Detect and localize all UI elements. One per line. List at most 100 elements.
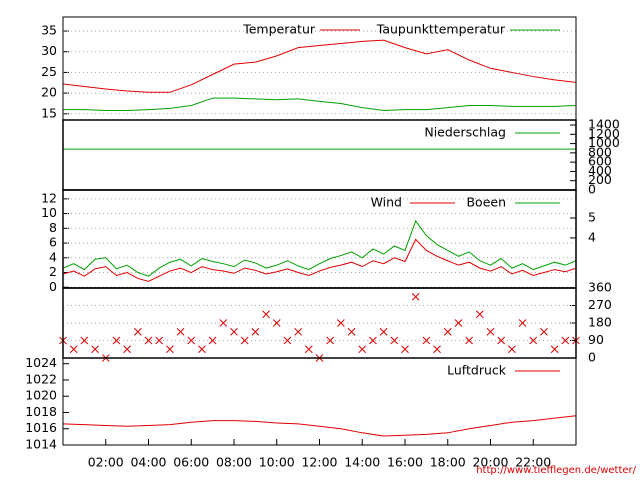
y-tick-label: 4: [49, 249, 57, 264]
y-tick-label: 0: [49, 279, 57, 294]
point-marker: [133, 327, 142, 336]
point-marker: [251, 327, 260, 336]
point-marker: [465, 336, 473, 345]
point-marker: [155, 336, 164, 345]
point-marker: [379, 327, 388, 336]
data-line: [62, 39, 577, 93]
y2-tick-label: 600: [588, 154, 612, 169]
point-marker: [80, 336, 89, 345]
point-marker: [475, 310, 484, 319]
y2-tick-label: 0: [588, 350, 596, 365]
y2-tick-label: 0: [588, 182, 596, 197]
y2-tick-label: 4: [588, 229, 596, 244]
point-marker: [337, 319, 345, 327]
y-tick-label: 1020: [25, 388, 57, 403]
legend-label: Boeen: [466, 195, 506, 210]
point-marker: [540, 327, 548, 336]
y-tick-label: 1016: [25, 420, 57, 435]
point-marker: [176, 327, 185, 336]
y2-tick-label: 360: [588, 280, 612, 295]
y-tick-label: 1022: [25, 371, 57, 386]
data-line: [62, 415, 577, 437]
point-marker: [230, 327, 238, 336]
y2-tick-label: 5: [588, 210, 596, 225]
point-marker: [411, 292, 420, 301]
x-tick-label: 12:00: [301, 455, 337, 470]
y-tick-label: 35: [41, 23, 57, 38]
point-marker: [422, 336, 431, 345]
y-tick-label: 2: [49, 264, 57, 279]
y2-tick-label: 200: [588, 172, 612, 187]
point-marker: [91, 345, 99, 354]
y-tick-label: 30: [41, 43, 57, 58]
x-tick-label: 10:00: [259, 455, 295, 470]
y-tick-label: 25: [41, 64, 57, 79]
y2-tick-label: 400: [588, 163, 612, 178]
x-tick-label: 22:00: [515, 455, 551, 470]
footer-url: http://www.tiefflegen.de/wetter/: [476, 465, 636, 476]
point-marker: [369, 336, 377, 345]
y-tick-label: 1024: [25, 355, 57, 370]
x-tick-label: 14:00: [344, 455, 380, 470]
point-marker: [358, 345, 367, 354]
y-tick-label: 8: [49, 220, 57, 235]
legend-label: Luftdruck: [447, 363, 507, 378]
legend-label: Wind: [371, 195, 402, 210]
point-marker: [497, 336, 506, 345]
point-marker: [326, 336, 335, 345]
data-line: [63, 97, 577, 111]
point-marker: [401, 345, 409, 354]
point-marker: [518, 319, 527, 327]
panel-frame: [62, 357, 577, 446]
y-tick-label: 1018: [25, 404, 57, 419]
legend-label: Niederschlag: [424, 125, 506, 140]
x-tick-label: 04:00: [130, 455, 166, 470]
point-marker: [187, 336, 196, 345]
y2-tick-label: 90: [588, 332, 604, 347]
point-marker: [347, 327, 356, 336]
y2-tick-label: 1400: [588, 117, 620, 132]
point-marker: [198, 345, 206, 354]
y-tick-label: 12: [41, 190, 57, 205]
point-marker: [433, 345, 441, 354]
point-marker: [166, 345, 174, 354]
point-marker: [529, 336, 538, 345]
point-marker: [208, 336, 217, 345]
point-marker: [561, 336, 570, 345]
y-tick-label: 15: [41, 105, 57, 120]
y-tick-label: 10: [41, 205, 57, 220]
point-marker: [304, 345, 313, 354]
x-tick-label: 02:00: [88, 455, 124, 470]
y-tick-label: 20: [41, 85, 57, 100]
point-marker: [262, 310, 270, 319]
point-marker: [550, 345, 559, 354]
x-tick-label: 08:00: [216, 455, 252, 470]
y2-tick-label: 270: [588, 297, 612, 312]
point-marker: [390, 336, 399, 345]
legend-label: Temperatur: [242, 22, 316, 37]
x-tick-label: 06:00: [173, 455, 209, 470]
point-marker: [454, 319, 463, 327]
point-marker: [508, 345, 516, 354]
y2-tick-label: 1200: [588, 126, 620, 141]
y-tick-label: 6: [49, 235, 57, 250]
data-line: [62, 238, 577, 282]
point-marker: [219, 319, 228, 327]
point-marker: [294, 327, 302, 336]
point-marker: [112, 336, 121, 345]
x-tick-label: 16:00: [387, 455, 423, 470]
point-marker: [272, 319, 281, 327]
point-marker: [283, 336, 292, 345]
point-marker: [69, 345, 78, 354]
point-marker: [144, 336, 153, 345]
point-marker: [486, 327, 495, 336]
point-marker: [123, 345, 131, 354]
y2-tick-label: 1000: [588, 135, 620, 150]
point-marker: [240, 336, 249, 345]
legend-label: Taupunkttemperatur: [376, 22, 506, 37]
y-tick-label: 1014: [25, 437, 57, 452]
data-line: [62, 219, 577, 277]
point-marker: [443, 327, 452, 336]
y2-tick-label: 180: [588, 315, 612, 330]
